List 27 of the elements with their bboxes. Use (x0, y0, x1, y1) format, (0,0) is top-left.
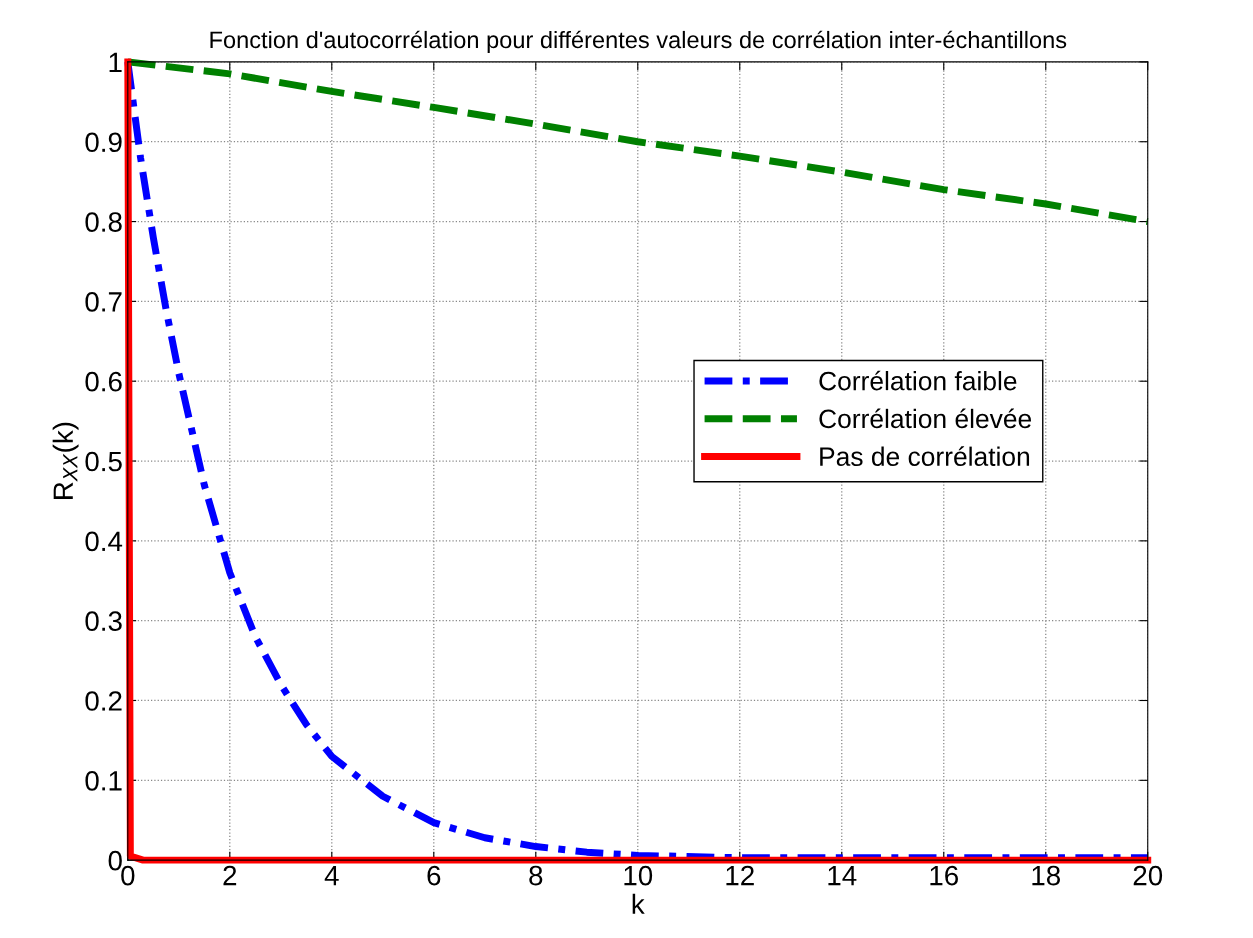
x-tick-label: 2 (223, 865, 237, 886)
legend-label: Corrélation élevée (819, 408, 1032, 429)
legend-label: Corrélation faible (819, 370, 1017, 391)
x-tick-label: 4 (324, 866, 339, 886)
x-tick-label: 16 (930, 865, 958, 886)
x-tick-label: 6 (427, 865, 441, 886)
y-tick-label: 0.8 (85, 212, 122, 232)
y-tick-label: 0.3 (85, 611, 122, 632)
x-axis-title: k (632, 893, 645, 914)
chart-title: Fonction d'autocorrélation pour différentes valeurs de corrélation inter-échantillons (210, 30, 1067, 53)
y-tick-label: 0.1 (85, 770, 122, 791)
x-tick-label: 10 (624, 865, 653, 886)
x-tick-label: 12 (726, 865, 754, 886)
x-tick-label: 8 (529, 865, 543, 886)
y-tick-label: 1 (109, 52, 122, 72)
legend-label: Pas de corrélation (820, 446, 1030, 466)
x-tick-label: 20 (1133, 865, 1163, 886)
y-tick-label: 0.2 (85, 691, 122, 711)
y-axis-title: R$_{XX}$(k) (52, 422, 79, 499)
y-tick-label: 0.5 (85, 451, 122, 472)
y-tick-label: 0.9 (85, 132, 122, 153)
x-tick-label: 18 (1032, 865, 1060, 886)
y-tick-label: 0 (108, 850, 122, 871)
y-tick-label: 0.7 (85, 292, 122, 312)
y-tick-label: 0.6 (85, 371, 122, 392)
x-tick-label: 14 (828, 866, 857, 886)
y-tick-label: 0.4 (85, 531, 123, 552)
